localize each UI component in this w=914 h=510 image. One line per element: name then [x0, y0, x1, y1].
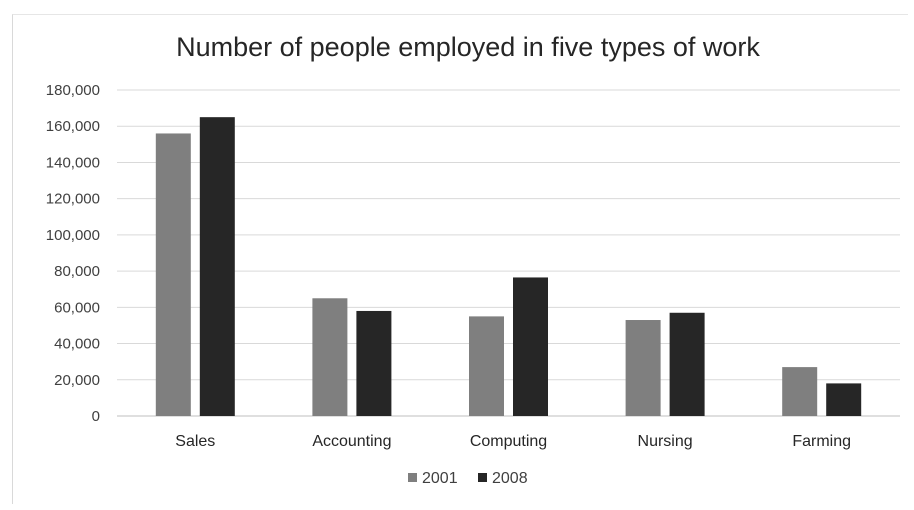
bar-sales-2001 — [155, 133, 191, 416]
bar-accounting-2008 — [356, 310, 392, 416]
x-category-label: Sales — [175, 433, 215, 450]
legend-swatch-2008 — [478, 473, 487, 482]
gridlines — [117, 89, 900, 417]
y-tick-label: 0 — [92, 408, 100, 425]
y-tick-label: 100,000 — [46, 227, 100, 244]
bar-sales-2008 — [199, 117, 235, 417]
bar-farming-2001 — [782, 367, 818, 416]
legend-label: 2001 — [422, 470, 458, 487]
bar-farming-2008 — [826, 383, 862, 416]
y-tick-label: 180,000 — [46, 82, 100, 99]
chart-frame — [12, 14, 908, 504]
legend-label: 2008 — [492, 470, 528, 487]
legend: 2001 2008 — [408, 470, 528, 487]
y-tick-label: 80,000 — [54, 263, 100, 280]
y-tick-label: 120,000 — [46, 191, 100, 208]
x-axis: Sales Accounting Computing Nursing Farming — [175, 433, 851, 450]
y-tick-label: 20,000 — [54, 372, 100, 389]
bar-computing-2008 — [513, 277, 548, 416]
x-category-label: Nursing — [638, 433, 693, 450]
y-tick-label: 160,000 — [46, 118, 100, 135]
x-category-label: Farming — [792, 433, 851, 450]
y-tick-label: 140,000 — [46, 154, 100, 171]
x-category-label: Accounting — [312, 433, 391, 450]
x-category-label: Computing — [470, 433, 547, 450]
bar-nursing-2008 — [669, 312, 705, 416]
y-tick-label: 40,000 — [54, 336, 100, 353]
chart-title: Number of people employed in five types … — [176, 32, 760, 62]
y-axis: 0 20,000 40,000 60,000 80,000 100,000 120,000 1… — [46, 82, 100, 425]
bars — [155, 117, 862, 417]
y-tick-label: 60,000 — [54, 299, 100, 316]
legend-swatch-2001 — [408, 473, 417, 482]
bar-nursing-2001 — [625, 320, 661, 416]
bar-accounting-2001 — [312, 298, 348, 416]
bar-computing-2001 — [469, 316, 504, 416]
